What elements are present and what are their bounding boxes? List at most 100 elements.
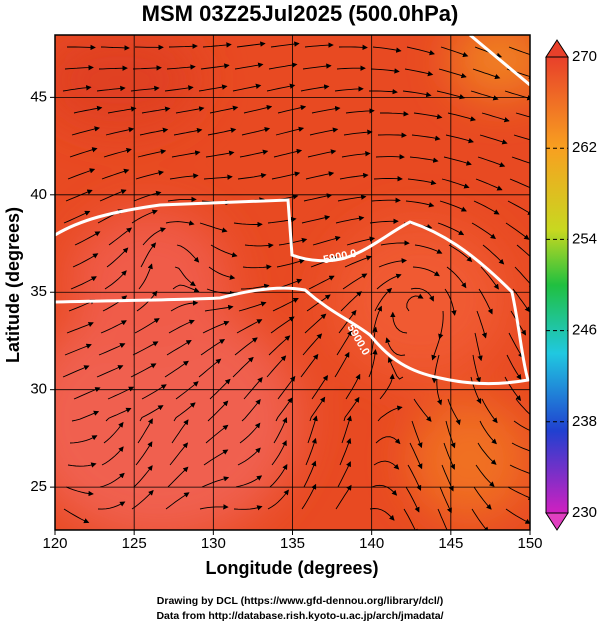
streamline [369, 218, 399, 225]
streamline [73, 387, 101, 400]
streamline [410, 287, 434, 302]
streamline [136, 290, 158, 312]
y-tick-label: 25 [30, 478, 47, 495]
x-tick-label: 130 [201, 535, 226, 552]
streamline [337, 461, 351, 488]
streamline [371, 197, 401, 203]
streamline [309, 127, 339, 136]
streamline [504, 376, 522, 402]
streamline [443, 442, 455, 470]
streamline [175, 106, 205, 114]
streamline [142, 227, 166, 246]
streamline [173, 402, 196, 422]
streamline [271, 440, 287, 466]
streamline [275, 126, 305, 136]
streamline [471, 222, 497, 240]
streamline [96, 85, 126, 92]
streamline [169, 442, 189, 466]
streamline [233, 221, 263, 228]
streamline [138, 263, 153, 290]
streamline [63, 210, 91, 224]
streamline [405, 200, 435, 208]
streamline [373, 460, 400, 470]
streamline [140, 242, 157, 268]
streamline [174, 266, 196, 287]
title: MSM 03Z25Jul2025 (500.0hPa) [142, 1, 459, 26]
streamline [270, 316, 295, 334]
streamline [107, 106, 137, 114]
x-tick-label: 120 [42, 535, 67, 552]
streamline [306, 294, 331, 312]
streamline [370, 68, 400, 74]
streamline [269, 464, 288, 488]
streamline [101, 446, 124, 466]
streamline [209, 378, 231, 400]
x-tick-label: 150 [517, 535, 542, 552]
streamline [437, 222, 465, 236]
streamline [134, 318, 160, 334]
streamline [344, 255, 372, 268]
streamline [304, 42, 334, 48]
streamline [445, 134, 474, 144]
streamline [205, 424, 229, 444]
streamline [376, 273, 402, 290]
streamline [175, 381, 199, 400]
streamline [67, 44, 96, 51]
streamline [301, 215, 331, 224]
streamline [100, 45, 130, 51]
colorbar [545, 56, 569, 514]
streamline [303, 193, 333, 202]
streamline [63, 508, 90, 524]
streamline [67, 462, 97, 468]
streamline [102, 295, 128, 312]
streamline [447, 398, 461, 426]
streamline [234, 337, 258, 356]
streamline [507, 200, 530, 216]
streamline [402, 90, 432, 98]
streamline [481, 112, 510, 123]
streamline [372, 46, 402, 53]
streamline [437, 508, 450, 530]
y-tick-label: 40 [30, 186, 47, 203]
streamline [232, 83, 262, 92]
streamline [198, 358, 222, 378]
streamline [345, 373, 361, 400]
streamline [203, 174, 233, 180]
streamline [65, 486, 94, 497]
streamline [62, 85, 92, 92]
streamline [387, 356, 404, 380]
streamline [472, 354, 481, 383]
y-axis-label: Latitude (degrees) [3, 207, 23, 363]
streamline [167, 196, 197, 203]
streamline [341, 415, 352, 444]
streamline [470, 90, 499, 101]
streamline [100, 320, 127, 334]
streamline [108, 227, 133, 246]
streamline [479, 134, 508, 145]
streamline [307, 415, 318, 444]
streamline [513, 134, 530, 141]
streamline [302, 333, 323, 356]
streamline [406, 46, 435, 56]
contour-line [469, 35, 530, 87]
streamline [302, 63, 332, 70]
streamline [164, 360, 189, 378]
streamline [377, 132, 407, 138]
streamline [139, 127, 169, 136]
streamline [164, 85, 194, 92]
streamline [200, 63, 230, 70]
streamline [407, 178, 437, 186]
streamline [300, 84, 330, 92]
streamline [305, 171, 335, 180]
credit: Drawing by DCL (https://www.gfd-dennou.o… [157, 595, 443, 607]
streamline [99, 189, 127, 202]
streamline [473, 200, 500, 215]
streamline [135, 170, 164, 180]
streamline [369, 508, 395, 521]
streamline [69, 435, 98, 444]
streamline [133, 465, 153, 488]
streamline [71, 410, 100, 422]
streamline [477, 156, 506, 168]
streamline [311, 105, 341, 114]
